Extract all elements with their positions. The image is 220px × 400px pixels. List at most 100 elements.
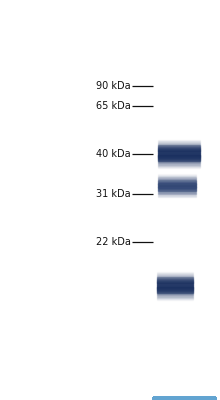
Bar (158, 166, 200, 167)
Bar (153, 398, 214, 399)
Bar (153, 398, 214, 400)
Bar (158, 144, 200, 145)
Bar (153, 398, 214, 400)
Bar (153, 398, 214, 400)
Bar (153, 398, 214, 400)
Bar (153, 397, 214, 399)
Bar (158, 186, 196, 187)
Bar (153, 398, 214, 399)
Bar (157, 296, 192, 297)
Bar (153, 397, 214, 399)
Bar (153, 398, 214, 399)
Bar (153, 398, 214, 399)
Bar (153, 398, 214, 399)
Bar (153, 398, 214, 400)
Bar (153, 398, 214, 400)
Bar (153, 398, 214, 399)
Bar (153, 398, 214, 400)
Bar (153, 398, 214, 400)
Bar (153, 398, 214, 399)
Bar (153, 398, 214, 399)
Bar (153, 398, 214, 400)
Bar (158, 150, 200, 152)
Bar (153, 398, 214, 399)
Bar (153, 397, 214, 399)
Bar (153, 398, 214, 399)
Bar (153, 397, 214, 399)
Bar (153, 398, 214, 399)
Bar (158, 153, 200, 154)
Bar (158, 185, 196, 186)
Bar (153, 398, 214, 400)
Bar (158, 164, 200, 166)
Bar (157, 298, 192, 300)
Bar (153, 398, 214, 399)
Bar (153, 398, 214, 399)
Bar (158, 196, 196, 197)
Bar (153, 398, 214, 399)
Bar (153, 398, 214, 399)
Bar (153, 398, 214, 399)
Bar (157, 294, 192, 295)
Bar (157, 291, 192, 292)
Bar (153, 397, 214, 399)
Bar (153, 398, 214, 399)
Bar (153, 397, 214, 399)
Bar (153, 397, 214, 399)
Bar (153, 398, 214, 399)
Bar (157, 296, 192, 298)
Bar (153, 398, 214, 399)
Bar (153, 398, 214, 399)
Bar (153, 398, 214, 400)
Bar (153, 398, 214, 399)
Bar (153, 398, 214, 399)
Bar (153, 398, 214, 399)
Bar (153, 398, 214, 400)
Bar (153, 398, 214, 399)
Bar (157, 285, 192, 286)
Bar (157, 278, 192, 279)
Bar (153, 398, 214, 399)
Bar (158, 180, 196, 182)
Bar (153, 398, 214, 400)
Bar (158, 161, 200, 162)
Bar (158, 140, 200, 141)
Bar (153, 398, 214, 399)
Bar (153, 398, 214, 399)
Bar (153, 398, 214, 400)
Bar (153, 398, 214, 400)
Bar (153, 398, 214, 399)
Bar (153, 398, 214, 400)
Bar (158, 184, 196, 185)
Bar (153, 398, 214, 399)
Bar (153, 398, 214, 400)
Bar (153, 398, 214, 400)
Bar (153, 398, 214, 400)
Bar (157, 275, 192, 276)
Bar (153, 398, 214, 399)
Bar (153, 398, 214, 399)
Bar (157, 288, 192, 289)
Bar (153, 398, 214, 400)
Bar (153, 398, 214, 399)
Bar (153, 398, 214, 400)
Bar (153, 397, 214, 399)
Bar (153, 398, 214, 399)
Bar (158, 176, 196, 178)
Bar (153, 398, 214, 400)
Bar (158, 160, 200, 162)
Bar (153, 398, 214, 400)
Bar (157, 274, 192, 275)
Bar (153, 398, 214, 400)
Bar (153, 398, 214, 399)
Bar (158, 143, 200, 144)
Bar (157, 288, 192, 290)
Bar (153, 398, 214, 400)
Bar (153, 398, 214, 399)
Bar (158, 163, 200, 164)
Bar (153, 398, 214, 400)
Bar (153, 398, 214, 400)
Bar (153, 398, 214, 400)
Bar (153, 398, 214, 399)
Bar (153, 398, 214, 399)
